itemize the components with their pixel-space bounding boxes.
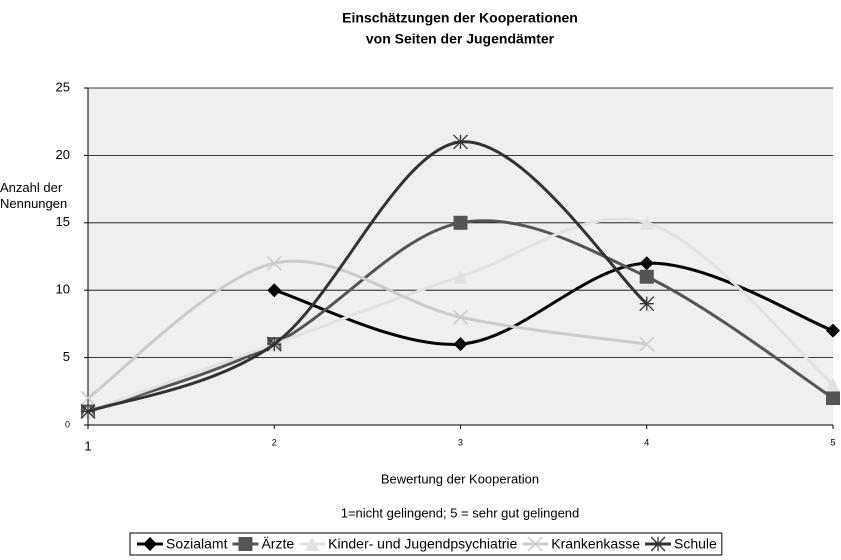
marker bbox=[453, 134, 468, 150]
x-tick-label: 3 bbox=[458, 437, 463, 447]
legend: Sozialamt Ärzte Kinder- und Jugendpsychiat… bbox=[129, 532, 723, 556]
x-tick-label: 2 bbox=[272, 437, 277, 447]
marker bbox=[80, 404, 96, 419]
marker bbox=[826, 391, 840, 406]
marker bbox=[266, 336, 282, 352]
marker bbox=[453, 215, 468, 230]
legend-box bbox=[129, 532, 723, 556]
marker bbox=[80, 390, 96, 406]
legend-label: Sozialamt bbox=[166, 536, 228, 552]
series-line bbox=[273, 261, 834, 346]
marker bbox=[639, 296, 655, 312]
legend-label: Schule bbox=[674, 536, 717, 552]
legend-marker bbox=[238, 537, 253, 551]
chart-title: Einschätzungen der Kooperationen bbox=[342, 10, 578, 26]
x-axis-label: Bewertung der Kooperation bbox=[381, 471, 539, 486]
legend-marker bbox=[143, 537, 157, 551]
y-tick-label: 5 bbox=[63, 349, 70, 364]
legend-label: Krankenkasse bbox=[551, 536, 640, 552]
marker bbox=[453, 337, 468, 352]
marker bbox=[267, 283, 282, 298]
marker bbox=[826, 323, 840, 338]
x-tick-label: 1 bbox=[84, 438, 91, 453]
y-tick-label: 25 bbox=[56, 79, 70, 94]
legend-marker bbox=[527, 536, 543, 552]
marker bbox=[452, 309, 469, 325]
marker bbox=[826, 377, 840, 392]
legend-marker bbox=[305, 537, 320, 551]
annotation: 1=nicht gelingend; 5 = sehr gut gelingen… bbox=[341, 505, 580, 520]
marker bbox=[639, 215, 654, 230]
x-tick-label: 4 bbox=[644, 437, 649, 447]
y-tick-label: 20 bbox=[56, 147, 70, 162]
series-line bbox=[87, 140, 648, 413]
y-tick-label: 15 bbox=[56, 214, 70, 229]
legend-marker bbox=[650, 536, 666, 552]
legend-label: Kinder- und Jugendpsychiatrie bbox=[328, 536, 517, 552]
chart-subtitle: von Seiten der Jugendämter bbox=[366, 31, 555, 47]
y-axis-label: Anzahl der Nennungen bbox=[0, 180, 68, 211]
marker bbox=[453, 269, 468, 284]
y-tick-label: 10 bbox=[56, 282, 70, 297]
legend-label: Ärzte bbox=[261, 536, 294, 552]
y-tick-label: 0 bbox=[65, 419, 70, 429]
marker bbox=[639, 269, 654, 284]
series-line bbox=[87, 259, 647, 400]
marker bbox=[639, 256, 654, 271]
x-tick-label: 5 bbox=[830, 437, 835, 447]
marker bbox=[639, 336, 655, 352]
marker bbox=[266, 255, 282, 271]
